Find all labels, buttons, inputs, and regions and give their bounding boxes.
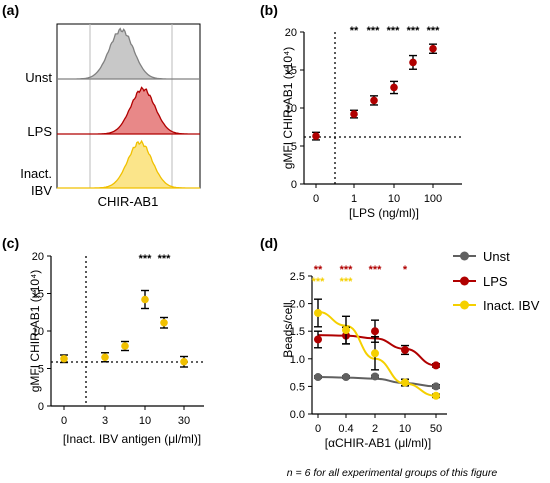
panel-a-label: (a): [2, 2, 19, 18]
data-point: [371, 327, 379, 336]
panel-a-xlabel: CHIR-AB1: [98, 194, 159, 209]
data-point: [314, 308, 322, 317]
legend-label: Unst: [483, 249, 510, 264]
x-tick-label: 50: [430, 423, 442, 435]
x-tick-label: 3: [102, 415, 108, 427]
y-tick-label: 15: [32, 289, 44, 301]
significance-label-ibv: ***: [340, 276, 354, 288]
significance-label-lps: ***: [340, 264, 354, 276]
significance-label-lps: *: [403, 264, 408, 276]
legend-marker: [460, 251, 469, 261]
significance-label-ibv: ***: [312, 276, 326, 288]
y-tick-label: 2.5: [290, 271, 305, 283]
y-tick-label: 0.5: [290, 381, 305, 393]
x-tick-label: 30: [178, 415, 190, 427]
data-point: [314, 373, 322, 382]
x-tick-label: 0: [315, 423, 321, 435]
y-tick-label: 5: [291, 141, 297, 153]
y-tick-label: 15: [285, 65, 297, 77]
y-tick-label: 20: [285, 27, 297, 39]
panel-a: (a) Unst LPS Inact. IBV CHIR-AB1: [2, 2, 201, 209]
significance-label: ***: [158, 253, 172, 265]
data-point: [314, 335, 322, 344]
x-tick-label: 100: [424, 193, 442, 205]
data-point: [409, 58, 417, 67]
x-tick-label: 0: [61, 415, 67, 427]
panel-b: (b) gMFI CHIR-AB1 (x10⁴) 0 5 10 15 20 0 1 10 10…: [260, 2, 464, 220]
significance-label: ***: [427, 25, 441, 37]
significance-label: **: [350, 25, 359, 37]
x-tick-label: 10: [399, 423, 411, 435]
panel-c-ylabel: gMFI CHIR-AB1 (x10⁴): [28, 270, 42, 393]
significance-label-lps: ***: [369, 264, 383, 276]
data-point: [432, 361, 440, 370]
significance-label: ***: [407, 25, 421, 37]
y-tick-label: 0.0: [290, 409, 305, 421]
x-tick-label: 10: [388, 193, 400, 205]
y-tick-label: 0: [38, 401, 44, 413]
panel-d-label: (d): [260, 235, 278, 251]
significance-label: ***: [367, 25, 381, 37]
panel-d-ylabel: Beads/cell: [281, 302, 295, 357]
histogram-label-unst: Unst: [25, 70, 52, 85]
data-point: [429, 44, 437, 53]
data-point: [401, 378, 409, 387]
histogram-unst: [57, 27, 200, 80]
data-point: [141, 295, 149, 304]
data-point: [371, 372, 379, 381]
panel-b-label: (b): [260, 2, 278, 18]
histogram-label-ibv-line2: IBV: [31, 183, 52, 198]
data-point: [342, 373, 350, 382]
panel-b-ylabel: gMFI CHIR-AB1 (x10⁴): [281, 47, 295, 170]
x-tick-label: 2: [372, 423, 378, 435]
histogram-label-ibv-line1: Inact.: [20, 166, 52, 181]
histogram-lps: [57, 86, 200, 135]
legend-marker: [460, 300, 469, 310]
significance-label-lps: **: [314, 264, 323, 276]
data-point: [121, 342, 129, 350]
data-point: [180, 357, 188, 366]
data-point: [350, 110, 358, 118]
data-point: [60, 354, 68, 363]
legend-label: LPS: [483, 274, 508, 289]
data-point: [371, 349, 379, 358]
footnote: n = 6 for all experimental groups of thi…: [287, 467, 498, 479]
x-tick-label: 10: [139, 415, 151, 427]
histogram-ibv: [57, 139, 200, 189]
panel-b-xlabel: [LPS (ng/ml)]: [349, 206, 419, 220]
significance-label: ***: [387, 25, 401, 37]
panel-d-xlabel: [αCHIR-AB1 (μl/ml)]: [325, 436, 432, 450]
panel-d: (d) Beads/cell 0.0 0.5 1.0 1.5 2.0 2.5 0 0.4 2 1…: [260, 235, 540, 450]
y-tick-label: 1.0: [290, 354, 305, 366]
x-tick-label: 0: [313, 193, 319, 205]
data-point: [312, 132, 320, 140]
panel-c-label: (c): [2, 235, 19, 251]
data-point: [160, 318, 168, 327]
legend-marker: [460, 276, 469, 286]
data-point: [401, 345, 409, 354]
histogram-label-lps: LPS: [27, 124, 52, 139]
y-tick-label: 0: [291, 179, 297, 191]
data-point: [432, 391, 440, 400]
panel-c: (c) gMFI CHIR-AB1 (x10⁴) 0 5 10 15 20 0 3 10 30…: [2, 235, 205, 446]
data-point: [390, 83, 398, 92]
x-tick-label: 1: [351, 193, 357, 205]
y-tick-label: 10: [285, 103, 297, 115]
data-point: [432, 382, 440, 391]
x-tick-label: 0.4: [338, 423, 353, 435]
legend-label: Inact. IBV: [483, 298, 540, 313]
panel-c-xlabel: [Inact. IBV antigen (μl/ml)]: [63, 432, 201, 446]
data-point: [370, 96, 378, 105]
y-tick-label: 1.5: [290, 326, 305, 338]
data-point: [101, 353, 109, 362]
y-tick-label: 10: [32, 326, 44, 338]
data-point: [342, 326, 350, 335]
y-tick-label: 2.0: [290, 299, 305, 311]
y-tick-label: 5: [38, 364, 44, 376]
y-tick-label: 20: [32, 251, 44, 263]
significance-label: ***: [139, 253, 153, 265]
